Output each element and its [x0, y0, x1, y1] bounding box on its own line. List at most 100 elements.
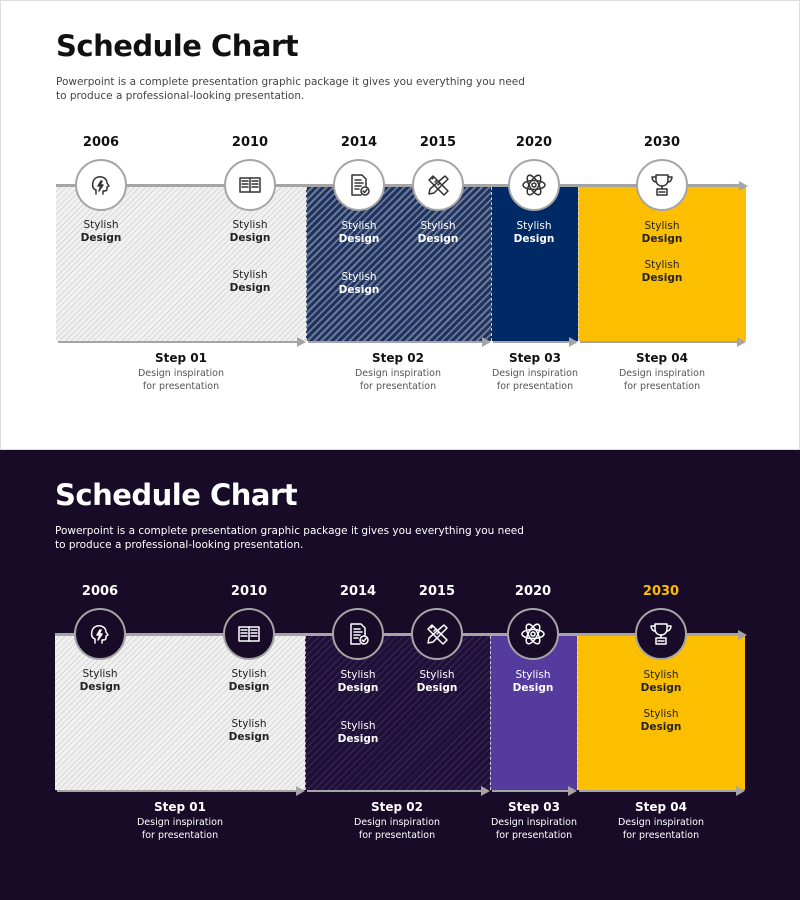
milestone-label: Stylish Design	[61, 219, 141, 245]
milestone-label: Stylish Design	[318, 720, 398, 746]
arrow-right-icon	[737, 337, 746, 347]
milestone-label: Stylish Design	[210, 269, 290, 295]
milestone-label: Stylish Design	[621, 669, 701, 695]
milestone-circle	[224, 159, 276, 211]
step-desc-line1: Design inspiration	[618, 368, 706, 379]
phase-1-block	[56, 187, 306, 341]
head-lightning-icon	[90, 625, 109, 644]
milestone-year: 2010	[231, 135, 269, 150]
step-span-line	[57, 790, 303, 792]
step-desc-line1: Design inspiration	[617, 817, 705, 828]
milestone-label: Stylish Design	[319, 271, 399, 297]
step-name: Step 02	[371, 800, 423, 814]
label-line1: Stylish	[643, 669, 679, 681]
milestone-label: Stylish Design	[318, 669, 398, 695]
milestone-label: Stylish Design	[209, 668, 289, 694]
step-desc-line2: for presentation	[142, 380, 220, 392]
document-check-icon	[351, 174, 370, 196]
label-line1: Stylish	[232, 219, 268, 231]
milestone-circle	[411, 608, 463, 660]
light-schedule-slide: Schedule Chart Powerpoint is a complete …	[0, 0, 800, 450]
phase-3-block	[491, 187, 578, 341]
phase-4-block	[577, 636, 745, 790]
label-line1: Stylish	[643, 708, 679, 720]
label-line2: Design	[640, 682, 682, 694]
label-line2: Design	[338, 284, 380, 296]
milestone-year: 2014	[340, 135, 378, 150]
milestone-circle	[333, 159, 385, 211]
milestone-label: Stylish Design	[398, 220, 478, 246]
milestone-label: Stylish Design	[319, 220, 399, 246]
step-name: Step 04	[635, 800, 687, 814]
milestone-circle	[332, 608, 384, 660]
milestone-circle	[636, 159, 688, 211]
step-span-line	[308, 341, 489, 343]
step-caption: Step 04 Design inspiration for presentatio…	[581, 800, 741, 842]
label-line2: Design	[417, 233, 459, 245]
label-line2: Design	[640, 721, 682, 733]
label-line1: Stylish	[516, 220, 552, 232]
milestone-label: Stylish Design	[621, 708, 701, 734]
step-span-line	[579, 790, 743, 792]
step-name: Step 01	[154, 800, 206, 814]
label-line2: Design	[513, 233, 555, 245]
phase-2-block	[306, 187, 491, 341]
label-line2: Design	[416, 682, 458, 694]
milestone-circle	[508, 159, 560, 211]
label-line2: Design	[229, 232, 271, 244]
head-lightning-icon	[91, 176, 110, 195]
milestone-year: 2030	[643, 135, 681, 150]
step-desc-line2: for presentation	[496, 380, 574, 392]
step-desc-line1: Design inspiration	[354, 368, 442, 379]
label-line2: Design	[80, 232, 122, 244]
arrow-right-icon	[738, 630, 747, 640]
atom-icon	[522, 174, 546, 196]
label-line2: Design	[338, 233, 380, 245]
trophy-icon	[651, 174, 673, 196]
phase-4-block	[578, 187, 746, 341]
milestone-circle	[635, 608, 687, 660]
step-desc-line2: for presentation	[495, 829, 573, 841]
arrow-right-icon	[296, 786, 305, 796]
milestone-year: 2030	[642, 584, 680, 599]
label-line1: Stylish	[341, 220, 377, 232]
step-desc-line1: Design inspiration	[491, 368, 579, 379]
slide-title: Schedule Chart	[55, 478, 298, 512]
step-caption: Step 01 Design inspiration for presentatio…	[101, 351, 261, 393]
timeline-line	[55, 633, 741, 636]
milestone-circle	[412, 159, 464, 211]
dark-schedule-slide: Schedule Chart Powerpoint is a complete …	[0, 450, 800, 900]
step-name: Step 03	[509, 351, 561, 365]
label-line2: Design	[228, 681, 270, 693]
book-icon	[239, 177, 261, 193]
arrow-right-icon	[739, 181, 748, 191]
arrow-right-icon	[481, 786, 490, 796]
trophy-icon	[650, 623, 672, 645]
step-desc-line2: for presentation	[141, 829, 219, 841]
book-icon	[238, 626, 260, 642]
phase-2-block	[305, 636, 490, 790]
step-caption: Step 03 Design inspiration for presentatio…	[455, 351, 615, 393]
label-line1: Stylish	[231, 668, 267, 680]
step-name: Step 03	[508, 800, 560, 814]
step-span-line	[493, 341, 576, 343]
label-line2: Design	[79, 681, 121, 693]
phase-1-block	[55, 636, 305, 790]
pencil-ruler-icon	[428, 175, 449, 196]
arrow-right-icon	[482, 337, 491, 347]
milestone-circle	[507, 608, 559, 660]
step-desc-line2: for presentation	[359, 380, 437, 392]
label-line2: Design	[512, 682, 554, 694]
atom-icon	[521, 623, 545, 645]
label-line1: Stylish	[232, 269, 268, 281]
label-line1: Stylish	[420, 220, 456, 232]
step-span-line	[58, 341, 304, 343]
milestone-circle	[74, 608, 126, 660]
step-caption: Step 02 Design inspiration for presentatio…	[318, 351, 478, 393]
step-desc-line1: Design inspiration	[490, 817, 578, 828]
milestone-year: 2006	[82, 135, 120, 150]
milestone-year: 2020	[514, 584, 552, 599]
label-line1: Stylish	[340, 669, 376, 681]
step-caption: Step 02 Design inspiration for presentatio…	[317, 800, 477, 842]
milestone-label: Stylish Design	[210, 219, 290, 245]
